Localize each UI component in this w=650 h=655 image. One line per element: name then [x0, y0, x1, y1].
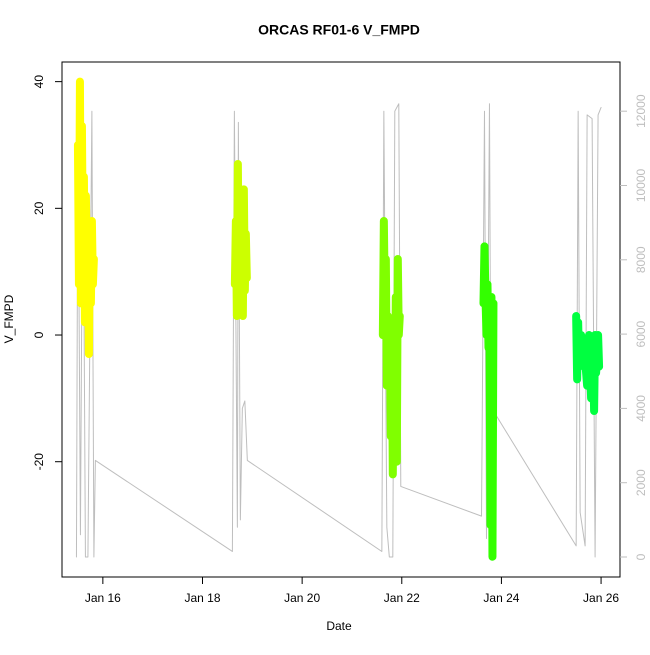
x-axis-label: Date	[326, 619, 352, 633]
chart-title: ORCAS RF01-6 V_FMPD	[258, 22, 420, 38]
x-tick-label: Jan 22	[384, 591, 420, 605]
x-tick-label: Jan 20	[284, 591, 320, 605]
y-axis-label: V_FMPD	[2, 294, 16, 343]
data-line	[572, 312, 604, 416]
plot-area	[73, 77, 604, 561]
y2-tick-label: 8000	[634, 246, 648, 273]
y2-tick-label: 6000	[634, 320, 648, 347]
x-tick-label: Jan 18	[184, 591, 220, 605]
y-tick-label: 20	[32, 201, 46, 215]
y-tick-label: 0	[32, 331, 46, 338]
y2-tick-label: 4000	[634, 395, 648, 422]
y2-tick-label: 0	[634, 553, 648, 560]
x-tick-label: Jan 24	[483, 591, 519, 605]
x-tick-label: Jan 16	[85, 591, 121, 605]
y2-tick-label: 10000	[634, 168, 648, 202]
y2-tick-label: 12000	[634, 94, 648, 128]
y-tick-label: 40	[32, 75, 46, 89]
data-line	[378, 217, 404, 479]
y2-tick-label: 2000	[634, 469, 648, 496]
data-line	[230, 159, 251, 321]
data-line	[479, 242, 498, 561]
data-line	[73, 77, 98, 359]
y-tick-label: -20	[32, 453, 46, 471]
plot-box	[61, 61, 621, 578]
x-tick-label: Jan 26	[583, 591, 619, 605]
